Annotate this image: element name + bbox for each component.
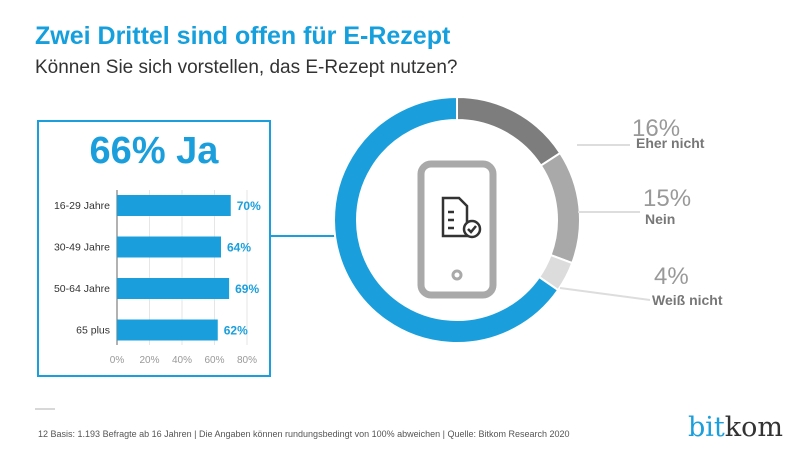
- slice-label-eher-nicht: Eher nicht: [636, 135, 705, 151]
- bar: [117, 195, 231, 216]
- bar-value-label: 70%: [237, 199, 261, 213]
- donut-slice: [333, 95, 560, 344]
- slice-label-nein-value: 15%: [643, 185, 692, 212]
- slice-label-weiss-nicht-value: 4%: [654, 263, 689, 290]
- category-label: 65 plus: [76, 325, 110, 337]
- x-tick-label: 0%: [110, 355, 125, 366]
- x-tick-label: 20%: [139, 355, 159, 366]
- page-title: Zwei Drittel sind offen für E-Rezept: [35, 22, 451, 50]
- slice-label-nein: Nein: [645, 211, 676, 227]
- bar-value-label: 69%: [235, 282, 259, 296]
- age-breakdown-box: [37, 120, 271, 377]
- x-tick-label: 60%: [204, 355, 224, 366]
- footer-note: 12 Basis: 1.193 Befragte ab 16 Jahren | …: [38, 429, 570, 439]
- page-number: 12: [38, 429, 49, 439]
- bar-value-label: 64%: [227, 241, 251, 255]
- x-tick-label: 40%: [172, 355, 192, 366]
- bar: [117, 236, 221, 258]
- category-label: 30-49 Jahre: [54, 242, 110, 254]
- smartphone-prescription-icon: [417, 160, 497, 299]
- bar-value-label: 62%: [224, 324, 248, 338]
- slice-label-weiss-nicht: Weiß nicht: [652, 292, 723, 308]
- page-subtitle: Können Sie sich vorstellen, das E-Rezept…: [35, 57, 458, 78]
- leader-line: [559, 287, 651, 301]
- x-tick-label: 80%: [237, 355, 257, 366]
- bar: [117, 319, 218, 341]
- slice-label-eher-nicht-value: 16%: [632, 115, 681, 142]
- donut-slice: [539, 151, 581, 265]
- donut-slice: [456, 95, 562, 167]
- category-label: 50-64 Jahre: [54, 283, 110, 295]
- source-note: Basis: 1.193 Befragte ab 16 Jahren | Die…: [50, 429, 570, 439]
- bitkom-logo: bitkom: [688, 412, 783, 443]
- bar: [117, 278, 230, 299]
- yes-headline: 66% Ja: [89, 130, 219, 172]
- category-label: 16-29 Jahre: [54, 200, 110, 212]
